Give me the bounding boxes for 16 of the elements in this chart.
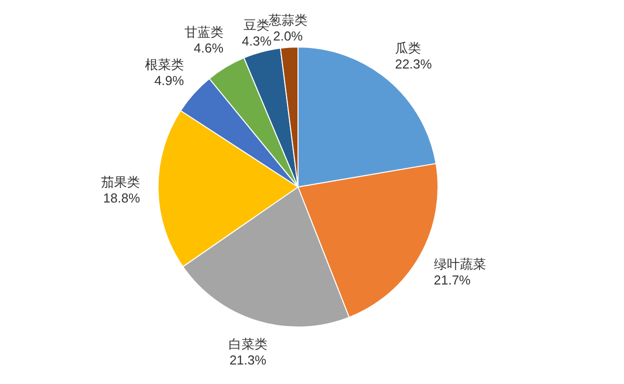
slice-label: 白菜类 xyxy=(228,336,268,352)
slice-label: 豆类 xyxy=(244,17,270,32)
data-label: 18.8% xyxy=(103,190,140,206)
data-label: 21.3% xyxy=(229,352,267,368)
data-label: 4.3% xyxy=(242,33,272,48)
slice-label: 茄果类 xyxy=(101,174,140,190)
slice-label: 绿叶蔬菜 xyxy=(434,256,486,272)
slice-label: 瓜类 xyxy=(394,40,421,56)
slice-label: 葱蒜类 xyxy=(268,12,308,28)
data-label: 21.7% xyxy=(434,272,472,288)
slice-label: 根菜类 xyxy=(144,57,184,72)
slice-label: 甘蓝类 xyxy=(184,24,224,40)
data-label: 22.3% xyxy=(394,56,432,72)
data-label: 4.6% xyxy=(194,40,224,56)
data-label: 4.9% xyxy=(154,73,184,88)
data-label: 2.0% xyxy=(273,28,304,44)
